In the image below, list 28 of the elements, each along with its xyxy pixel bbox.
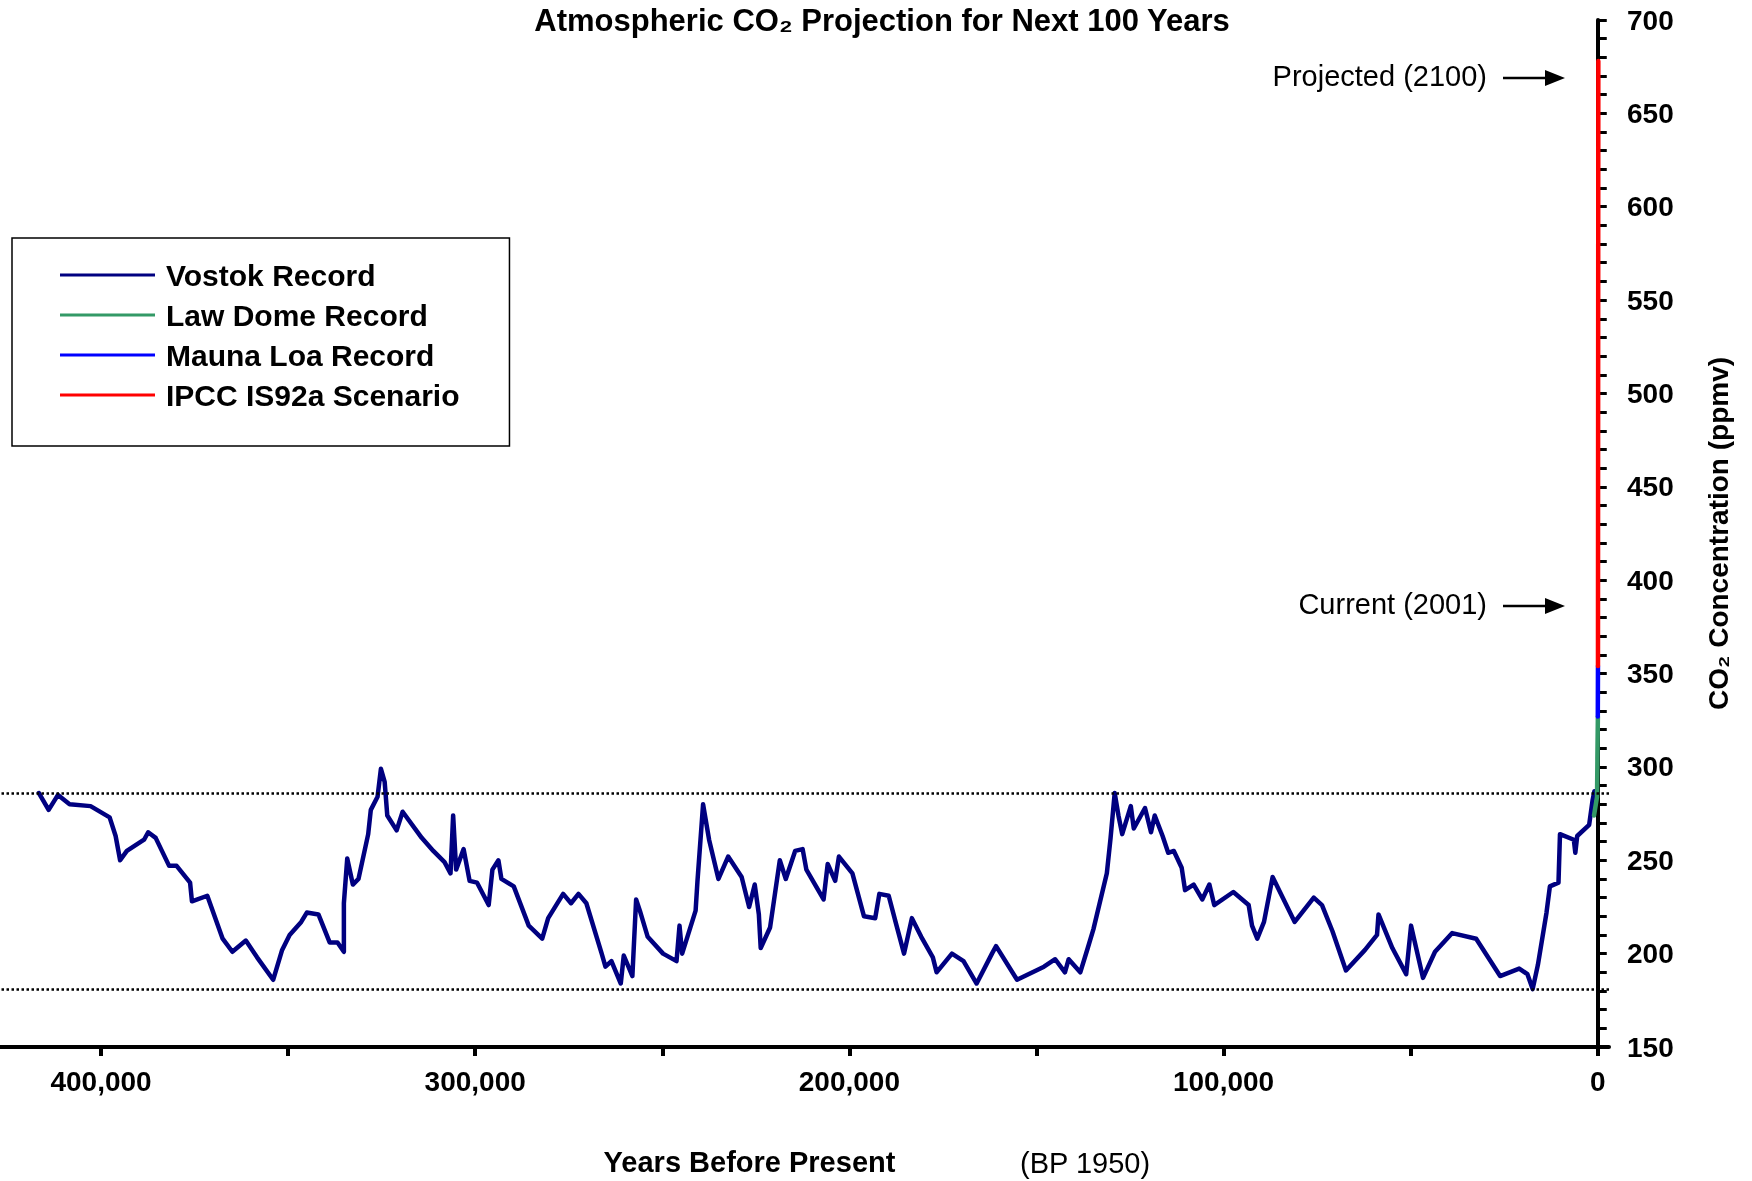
y-tick-label: 400 — [1627, 564, 1674, 596]
y-tick-label: 200 — [1627, 938, 1674, 970]
annotation: Projected (2100) — [1272, 60, 1487, 93]
x-tick-label: 0 — [1589, 1065, 1606, 1097]
y-tick-label: 350 — [1627, 658, 1674, 690]
legend-label: Law Dome Record — [166, 298, 428, 332]
y-tick-label: 150 — [1627, 1031, 1674, 1063]
annotation: Current (2001) — [1298, 588, 1487, 621]
y-axis-title: CO₂ Concentration (ppmv) — [1702, 356, 1734, 711]
x-tick-label: 400,000 — [50, 1065, 152, 1097]
y-tick-label: 650 — [1627, 97, 1674, 129]
y-tick-label: 600 — [1627, 191, 1674, 223]
chart-title: Atmospheric CO₂ Projection for Next 100 Years — [534, 3, 1230, 38]
x-tick-label: 300,000 — [424, 1065, 526, 1097]
y-tick-label: 300 — [1627, 751, 1674, 783]
y-tick-label: 250 — [1627, 844, 1674, 876]
y-tick-label: 550 — [1627, 284, 1674, 316]
text: (BP 1950) — [1020, 1147, 1151, 1180]
line-series — [36, 766, 1597, 992]
y-tick-label: 500 — [1627, 377, 1674, 409]
x-axis-title: Years Before Present — [603, 1145, 896, 1178]
legend-label: IPCC IS92a Scenario — [166, 378, 460, 412]
legend-label: Mauna Loa Record — [166, 338, 435, 372]
y-tick-label: 450 — [1627, 471, 1674, 503]
y-tick-label: 700 — [1627, 4, 1674, 36]
legend-label: Vostok Record — [166, 258, 376, 292]
x-tick-label: 200,000 — [798, 1065, 901, 1097]
x-tick-label: 100,000 — [1172, 1065, 1275, 1097]
